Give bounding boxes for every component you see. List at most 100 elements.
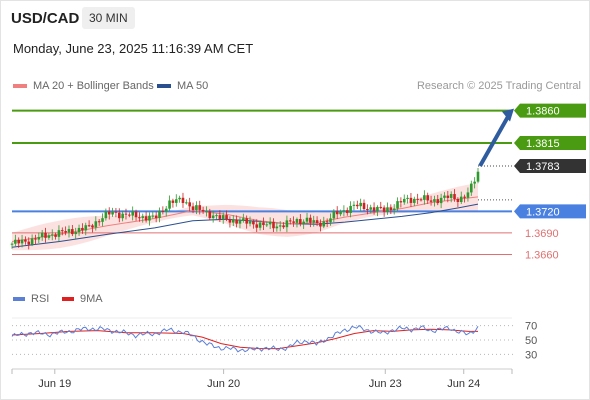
candle-body bbox=[64, 231, 67, 233]
candle-body bbox=[37, 237, 41, 240]
candle-body bbox=[359, 202, 362, 207]
rsi-tick-label-50: 50 bbox=[525, 335, 537, 347]
candle-body bbox=[436, 199, 440, 204]
candle-body bbox=[352, 204, 356, 206]
copyright: Research © 2025 Trading Central bbox=[416, 80, 581, 92]
level-label-13783: 1.3783 bbox=[526, 161, 560, 173]
candle-body bbox=[268, 221, 272, 225]
candle-body bbox=[332, 211, 336, 219]
candle-body bbox=[409, 197, 413, 203]
candle-body bbox=[164, 208, 168, 212]
candle-body bbox=[231, 219, 235, 223]
candle-body bbox=[168, 200, 171, 209]
candle-body bbox=[47, 235, 51, 238]
candle-body bbox=[449, 194, 453, 198]
legend-rsi-label: RSI bbox=[31, 293, 50, 305]
level-label-13720: 1.3720 bbox=[526, 206, 560, 218]
candle-body bbox=[282, 225, 285, 228]
candle-body bbox=[235, 219, 238, 224]
candle-body bbox=[402, 198, 406, 203]
candle-body bbox=[148, 215, 151, 221]
candle-body bbox=[285, 220, 289, 228]
candle-body bbox=[382, 207, 386, 212]
candle-body bbox=[141, 216, 145, 218]
ma9-swatch bbox=[62, 297, 74, 301]
candle-body bbox=[20, 239, 24, 244]
level-tag-13860 bbox=[514, 103, 586, 118]
candle-body bbox=[74, 232, 77, 235]
candle-body bbox=[67, 229, 71, 233]
candle-body bbox=[158, 210, 161, 218]
candle-body bbox=[144, 216, 148, 221]
x-tick-label: Jun 24 bbox=[447, 378, 480, 390]
candle-body bbox=[366, 209, 369, 211]
candle-body bbox=[419, 199, 423, 201]
candle-body bbox=[225, 215, 228, 220]
candle-body bbox=[322, 221, 326, 227]
timeframe-badge[interactable]: 30 MIN bbox=[82, 7, 135, 29]
rsi-swatch bbox=[13, 297, 25, 301]
candle-body bbox=[81, 227, 84, 231]
rsi-tick-label-70: 70 bbox=[525, 321, 537, 333]
candle-body bbox=[265, 224, 269, 226]
candle-body bbox=[376, 206, 379, 212]
candle-body bbox=[215, 215, 218, 217]
candle-body bbox=[161, 210, 165, 212]
candle-body bbox=[342, 210, 346, 212]
candle-body bbox=[208, 211, 212, 219]
candle-body bbox=[107, 211, 111, 215]
legend-9ma: 9MA bbox=[62, 293, 103, 305]
candle-body bbox=[171, 200, 175, 203]
candle-body bbox=[205, 211, 208, 213]
candle-body bbox=[416, 198, 419, 200]
level-label-13860: 1.3860 bbox=[526, 106, 560, 118]
candle-body bbox=[104, 211, 108, 219]
candle-body bbox=[443, 195, 446, 198]
candle-body bbox=[138, 217, 141, 219]
candle-body bbox=[433, 199, 436, 202]
candle-body bbox=[84, 225, 88, 231]
candle-body bbox=[369, 207, 373, 210]
candle-body bbox=[292, 221, 295, 223]
bollinger-band-area bbox=[12, 183, 478, 251]
candle-body bbox=[124, 213, 128, 215]
candle-body bbox=[463, 196, 466, 198]
candle-body bbox=[71, 229, 74, 235]
candle-body bbox=[305, 217, 309, 222]
candle-body bbox=[91, 225, 94, 228]
candle-body bbox=[201, 209, 205, 212]
candle-body bbox=[30, 238, 34, 245]
level-tag-13720 bbox=[514, 204, 586, 219]
candle-body bbox=[456, 198, 460, 203]
candle-body bbox=[329, 218, 332, 223]
candle-body bbox=[275, 226, 279, 229]
level-label-13690: 1.3690 bbox=[525, 228, 559, 240]
level-tag-13783 bbox=[514, 159, 586, 174]
candle-body bbox=[473, 181, 476, 184]
legend-rsi: RSI bbox=[13, 293, 49, 305]
candle-body bbox=[97, 221, 101, 223]
candle-body bbox=[255, 224, 259, 228]
x-tick-label: Jun 19 bbox=[38, 378, 71, 390]
forecast-arrow-head bbox=[502, 108, 514, 122]
x-tick-label: Jun 23 bbox=[369, 378, 402, 390]
forecast-arrow-shaft bbox=[478, 115, 510, 168]
candle-body bbox=[262, 222, 265, 226]
candle-body bbox=[295, 219, 299, 223]
candle-body bbox=[299, 219, 302, 224]
candle-body bbox=[302, 221, 305, 224]
candle-body bbox=[218, 215, 222, 219]
candle-body bbox=[349, 205, 352, 214]
candle-body bbox=[121, 213, 124, 219]
level-label-13815: 1.3815 bbox=[526, 138, 560, 150]
candle-body bbox=[14, 239, 17, 244]
candle-body bbox=[40, 232, 44, 238]
level-tag-13815 bbox=[514, 136, 586, 150]
candle-body bbox=[469, 183, 473, 193]
candle-body bbox=[50, 234, 54, 236]
candle-body bbox=[131, 211, 134, 216]
candle-body bbox=[178, 197, 181, 200]
candle-body bbox=[389, 207, 393, 211]
candle-body bbox=[134, 211, 138, 218]
candle-body bbox=[238, 220, 242, 224]
